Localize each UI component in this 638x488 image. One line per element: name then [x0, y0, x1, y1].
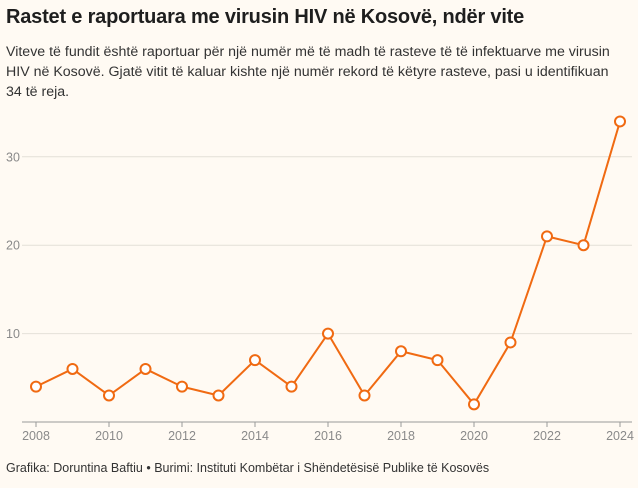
data-point [103, 389, 115, 402]
data-point [285, 380, 298, 393]
data-point [468, 398, 480, 411]
x-tick-label: 2014 [241, 429, 269, 443]
series-line-path [35, 121, 621, 406]
y-tick-label: 10 [6, 327, 20, 341]
y-tick-label: 30 [6, 150, 20, 164]
x-tick-label: 2016 [314, 429, 342, 443]
x-tick-label: 2008 [22, 429, 50, 443]
data-point [395, 345, 407, 358]
data-point [431, 354, 444, 367]
data-point [541, 230, 553, 243]
y-axis: 10 20 30 [6, 150, 20, 341]
data-point [66, 362, 79, 375]
x-tick-label: 2020 [460, 429, 488, 443]
gridlines [22, 156, 632, 335]
data-points [30, 115, 626, 411]
data-point [358, 389, 371, 402]
series-line [35, 121, 621, 406]
data-point [249, 354, 261, 367]
data-point [322, 327, 334, 340]
x-tick-label: 2022 [533, 429, 561, 443]
data-point [577, 239, 590, 252]
data-point [212, 389, 225, 402]
data-point [614, 115, 626, 128]
x-tick-label: 2018 [387, 429, 415, 443]
x-tick-label: 2024 [606, 429, 634, 443]
x-tick-label: 2010 [95, 429, 123, 443]
chart-title: Rastet e raportuara me virusin HIV në Ko… [6, 6, 525, 28]
data-point [139, 362, 152, 375]
data-point [504, 336, 517, 349]
x-tick-label: 2012 [168, 429, 196, 443]
data-point [176, 380, 188, 393]
x-axis: 2008 2010 2012 2014 2016 2018 2020 2022 2024 [22, 421, 634, 443]
chart-footer: Grafika: Doruntina Baftiu • Burimi: Inst… [6, 461, 490, 475]
chart-subtitle: Viteve të fundit është raportuar për një… [6, 44, 610, 100]
y-tick-label: 20 [6, 239, 20, 253]
data-point [30, 380, 42, 393]
